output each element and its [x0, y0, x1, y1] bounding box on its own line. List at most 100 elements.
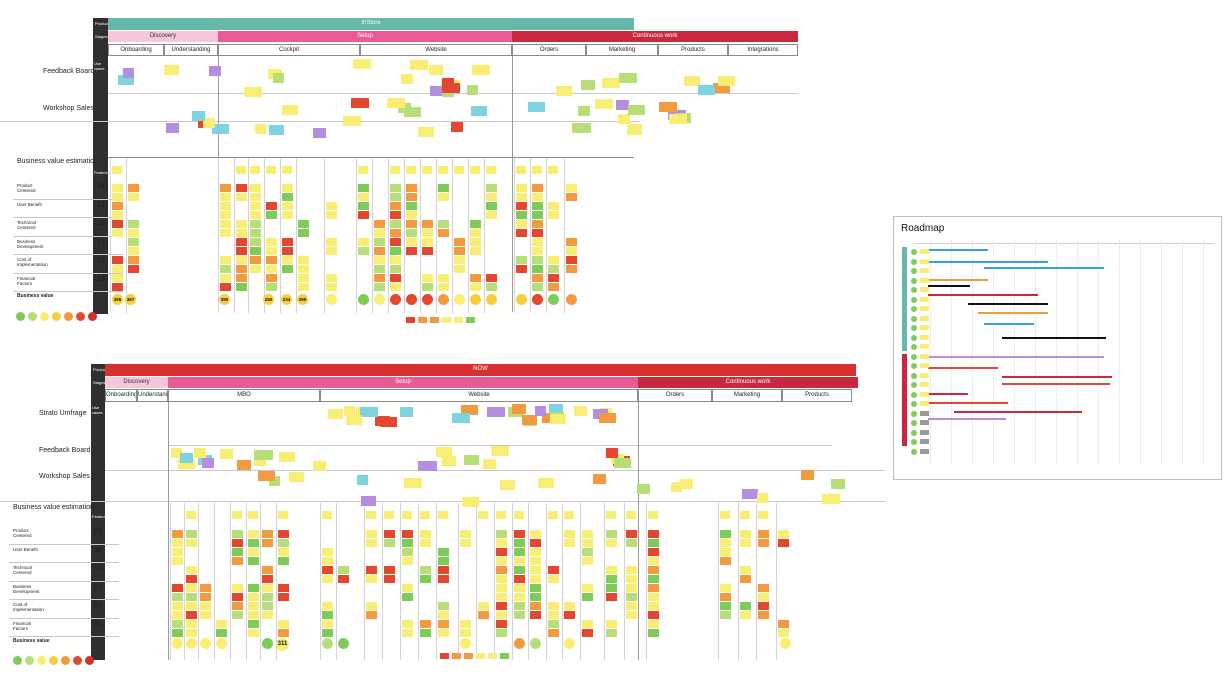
score-cell: [112, 256, 123, 264]
score-cell: [186, 539, 197, 547]
score-cell: [390, 220, 401, 228]
grid-column: [420, 158, 421, 313]
score-cell: [420, 530, 431, 538]
score-cell: [390, 184, 401, 192]
score-cell: [266, 202, 277, 210]
score-cell: [438, 602, 449, 610]
roadmap-gridline: [1056, 239, 1057, 464]
legend-dot: [64, 312, 73, 321]
product-banner: NOW: [105, 364, 856, 376]
score-cell: [250, 256, 261, 264]
feature-note: [514, 511, 524, 519]
grid-column: [264, 158, 265, 313]
score-cell: [338, 575, 349, 583]
score-cell: [236, 274, 247, 282]
score-cell: [582, 629, 593, 637]
legend-swatch: [454, 317, 463, 323]
score-cell: [282, 184, 293, 192]
sticky-note: [595, 99, 613, 109]
criteria-divider: [13, 198, 123, 200]
sticky-note: [451, 122, 463, 132]
score-cell: [740, 602, 751, 610]
score-cell: [326, 283, 337, 291]
legend-swatch: [442, 317, 451, 323]
roadmap-bar: [978, 312, 1048, 314]
score-cell: [516, 265, 527, 273]
score-cell: [530, 539, 541, 547]
sticky-note: [360, 407, 378, 417]
sticky-note: [659, 102, 677, 112]
score-cell: [298, 220, 309, 228]
row-label-workshop-sales: Workshop Sales: [39, 473, 90, 480]
score-cell: [470, 274, 481, 282]
criteria-weight: 32: [94, 546, 102, 554]
score-cell: [606, 530, 617, 538]
score-cell: [548, 211, 559, 219]
criteria-weight: 23: [97, 275, 105, 283]
roadmap-bar: [928, 285, 970, 287]
score-cell: [384, 566, 395, 574]
score-cell: [322, 548, 333, 556]
sticky-note: [353, 59, 371, 69]
roadmap-bar: [928, 279, 988, 281]
score-cell: [220, 211, 231, 219]
score-cell: [516, 184, 527, 192]
score-cell: [278, 548, 289, 556]
score-cell: [626, 593, 637, 601]
score-cell: [406, 238, 417, 246]
score-cell: [232, 539, 243, 547]
score-cell: [402, 557, 413, 565]
criteria-label: Business Development: [13, 583, 40, 594]
score-cell: [486, 202, 497, 210]
sticky-note: [452, 413, 470, 423]
sticky-note: [254, 456, 266, 466]
grid-column: [476, 503, 477, 660]
sticky-note: [212, 124, 229, 134]
value-circle: [564, 638, 575, 649]
roadmap-status-dot: [911, 363, 917, 369]
score-cell: [220, 265, 231, 273]
grid-column: [580, 503, 581, 660]
score-cell: [236, 220, 247, 228]
score-cell: [220, 193, 231, 201]
score-cell: [128, 229, 139, 237]
score-cell: [648, 539, 659, 547]
value-circle: 399: [297, 294, 308, 305]
grid-column: [248, 158, 249, 313]
sticky-note: [192, 111, 205, 121]
feature-note: [648, 511, 658, 519]
feature-note: [438, 166, 448, 174]
score-cell: [532, 220, 543, 228]
score-cell: [402, 620, 413, 628]
criteria-divider: [13, 254, 123, 255]
score-cell: [778, 620, 789, 628]
sticky-note: [619, 73, 637, 83]
roadmap-bar: [984, 323, 1034, 325]
feature-note: [236, 166, 246, 174]
score-cell: [740, 530, 751, 538]
legend-dot: [88, 312, 97, 321]
score-cell: [248, 629, 259, 637]
score-cell: [720, 548, 731, 556]
score-cell: [496, 620, 507, 628]
score-cell: [390, 202, 401, 210]
score-cell: [582, 557, 593, 565]
roadmap-bar: [928, 367, 998, 369]
legend-dot: [61, 656, 70, 665]
score-cell: [266, 256, 277, 264]
value-circle: [172, 638, 183, 649]
area-orders: Orders: [638, 389, 712, 402]
score-cell: [648, 629, 659, 637]
score-cell: [532, 247, 543, 255]
score-cell: [186, 584, 197, 592]
value-circle: [358, 294, 369, 305]
feature-note: [282, 166, 292, 174]
grid-column: [756, 503, 757, 660]
score-cell: [740, 575, 751, 583]
sticky-note: [500, 480, 515, 490]
sticky-note: [387, 98, 405, 108]
value-circle: [470, 294, 481, 305]
score-cell: [402, 539, 413, 547]
grid-column: [546, 503, 547, 660]
criteria-label: Product Centered: [17, 183, 36, 193]
